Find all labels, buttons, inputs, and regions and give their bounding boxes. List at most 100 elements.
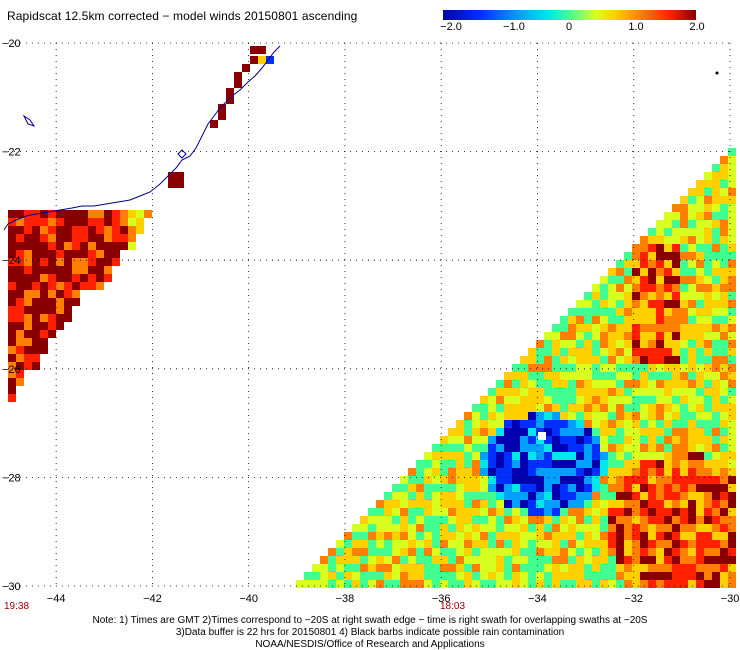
wind-cell <box>656 284 664 292</box>
wind-cell <box>648 412 656 420</box>
wind-cell <box>416 524 424 532</box>
wind-cell <box>656 492 664 500</box>
wind-cell <box>576 532 584 540</box>
wind-cell <box>632 500 640 508</box>
wind-cell <box>416 548 424 556</box>
wind-cell <box>258 56 266 64</box>
wind-cell <box>416 540 424 548</box>
wind-cell <box>672 316 680 324</box>
latitude-label: −22 <box>2 147 21 159</box>
wind-cell <box>704 364 712 372</box>
wind-cell <box>624 412 632 420</box>
wind-cell <box>416 580 424 588</box>
wind-cell <box>472 564 480 572</box>
wind-cell <box>648 492 656 500</box>
wind-cell <box>664 516 672 524</box>
wind-cell <box>592 572 600 580</box>
wind-cell <box>720 188 728 196</box>
wind-cell <box>712 364 720 372</box>
wind-cell <box>696 236 704 244</box>
island-outline <box>22 114 36 127</box>
wind-cell <box>704 244 712 252</box>
swath-right <box>296 148 736 588</box>
wind-cell <box>720 388 728 396</box>
wind-cell <box>408 548 416 556</box>
wind-cell <box>136 226 144 234</box>
wind-cell <box>504 460 512 468</box>
wind-cell <box>712 452 720 460</box>
wind-cell <box>656 516 664 524</box>
wind-cell <box>704 300 712 308</box>
wind-cell <box>464 508 472 516</box>
latitude-label: −20 <box>2 38 21 50</box>
latitude-labels: −20−22−24−26−28−30 <box>2 38 21 593</box>
wind-cell <box>672 500 680 508</box>
wind-cell <box>584 412 592 420</box>
wind-cell <box>456 572 464 580</box>
wind-cell <box>688 508 696 516</box>
wind-cell <box>656 564 664 572</box>
wind-cell <box>672 356 680 364</box>
wind-cell <box>552 476 560 484</box>
wind-cell <box>704 276 712 284</box>
wind-cell <box>56 266 64 274</box>
wind-cell <box>632 524 640 532</box>
wind-cell <box>544 412 552 420</box>
wind-cell <box>496 540 504 548</box>
wind-cell <box>504 428 512 436</box>
wind-cell <box>136 210 144 218</box>
wind-cell <box>632 404 640 412</box>
wind-cell <box>520 412 528 420</box>
wind-cell <box>608 500 616 508</box>
wind-cell <box>48 242 56 250</box>
wind-cell <box>80 210 88 218</box>
wind-cell <box>696 420 704 428</box>
wind-cell <box>640 284 648 292</box>
wind-cell <box>720 284 728 292</box>
wind-cell <box>720 524 728 532</box>
wind-cell <box>616 412 624 420</box>
wind-cell <box>696 324 704 332</box>
wind-cell <box>424 540 432 548</box>
wind-cell <box>400 580 408 588</box>
wind-cell <box>600 404 608 412</box>
wind-cell <box>544 468 552 476</box>
colorbar-tick: −2.0 <box>440 21 462 33</box>
wind-cell <box>448 476 456 484</box>
wind-cell <box>664 244 672 252</box>
wind-cell <box>600 300 608 308</box>
wind-cell <box>672 324 680 332</box>
wind-cell <box>592 500 600 508</box>
wind-cell <box>680 516 688 524</box>
wind-cell <box>472 572 480 580</box>
wind-cell <box>600 476 608 484</box>
wind-cell <box>568 476 576 484</box>
wind-cell <box>720 204 728 212</box>
wind-cell <box>728 428 736 436</box>
wind-cell <box>480 500 488 508</box>
wind-cell <box>432 540 440 548</box>
wind-cell <box>528 428 536 436</box>
wind-cell <box>624 436 632 444</box>
wind-cell <box>440 556 448 564</box>
wind-cell <box>536 564 544 572</box>
wind-cell <box>24 306 32 314</box>
wind-cell <box>512 572 520 580</box>
wind-cell <box>608 404 616 412</box>
wind-cell <box>472 580 480 588</box>
wind-cell <box>392 492 400 500</box>
wind-cell <box>624 308 632 316</box>
wind-cell <box>696 532 704 540</box>
wind-cell <box>480 516 488 524</box>
wind-cell <box>64 298 72 306</box>
wind-cell <box>544 348 552 356</box>
wind-cell <box>720 292 728 300</box>
wind-cell <box>632 468 640 476</box>
wind-cell <box>528 564 536 572</box>
wind-cell <box>432 580 440 588</box>
wind-cell <box>536 348 544 356</box>
wind-cell <box>640 292 648 300</box>
wind-cell <box>656 244 664 252</box>
wind-cell <box>616 276 624 284</box>
wind-cell <box>656 444 664 452</box>
